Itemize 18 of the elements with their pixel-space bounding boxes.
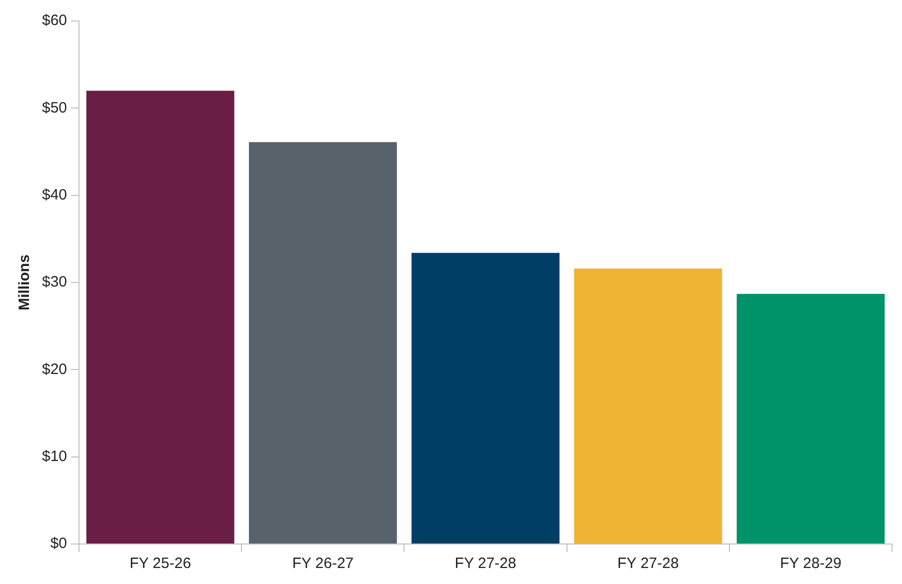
y-tick-label: $30	[42, 274, 68, 291]
x-tick-label: FY 28-29	[780, 555, 842, 572]
x-tick-label: FY 26-27	[292, 555, 354, 572]
y-tick-label: $20	[42, 360, 68, 378]
bar	[412, 252, 560, 544]
x-tick-label: FY 27-28	[454, 555, 516, 572]
y-tick-label: $60	[42, 12, 68, 30]
bar	[86, 90, 234, 544]
y-tick-label: $0	[50, 535, 68, 552]
y-tick-label: $40	[42, 186, 68, 204]
bar	[574, 268, 722, 544]
y-tick-label: $10	[42, 448, 68, 465]
bar	[736, 294, 885, 544]
bar	[248, 142, 397, 544]
x-tick-label: FY 25-26	[130, 555, 192, 572]
y-tick-label: $50	[42, 99, 68, 116]
x-tick-label: FY 27-28	[617, 555, 679, 572]
y-axis-title: Millions	[16, 254, 34, 310]
